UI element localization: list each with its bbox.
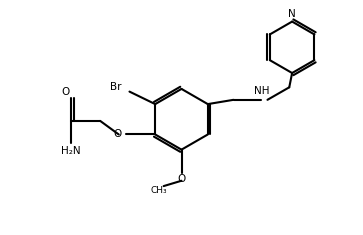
- Text: O: O: [178, 174, 185, 184]
- Text: O: O: [61, 87, 70, 97]
- Text: N: N: [288, 9, 296, 19]
- Text: Br: Br: [110, 82, 122, 92]
- Text: NH: NH: [254, 86, 270, 96]
- Text: CH₃: CH₃: [151, 186, 167, 195]
- Text: O: O: [113, 129, 121, 139]
- Text: H₂N: H₂N: [61, 146, 81, 156]
